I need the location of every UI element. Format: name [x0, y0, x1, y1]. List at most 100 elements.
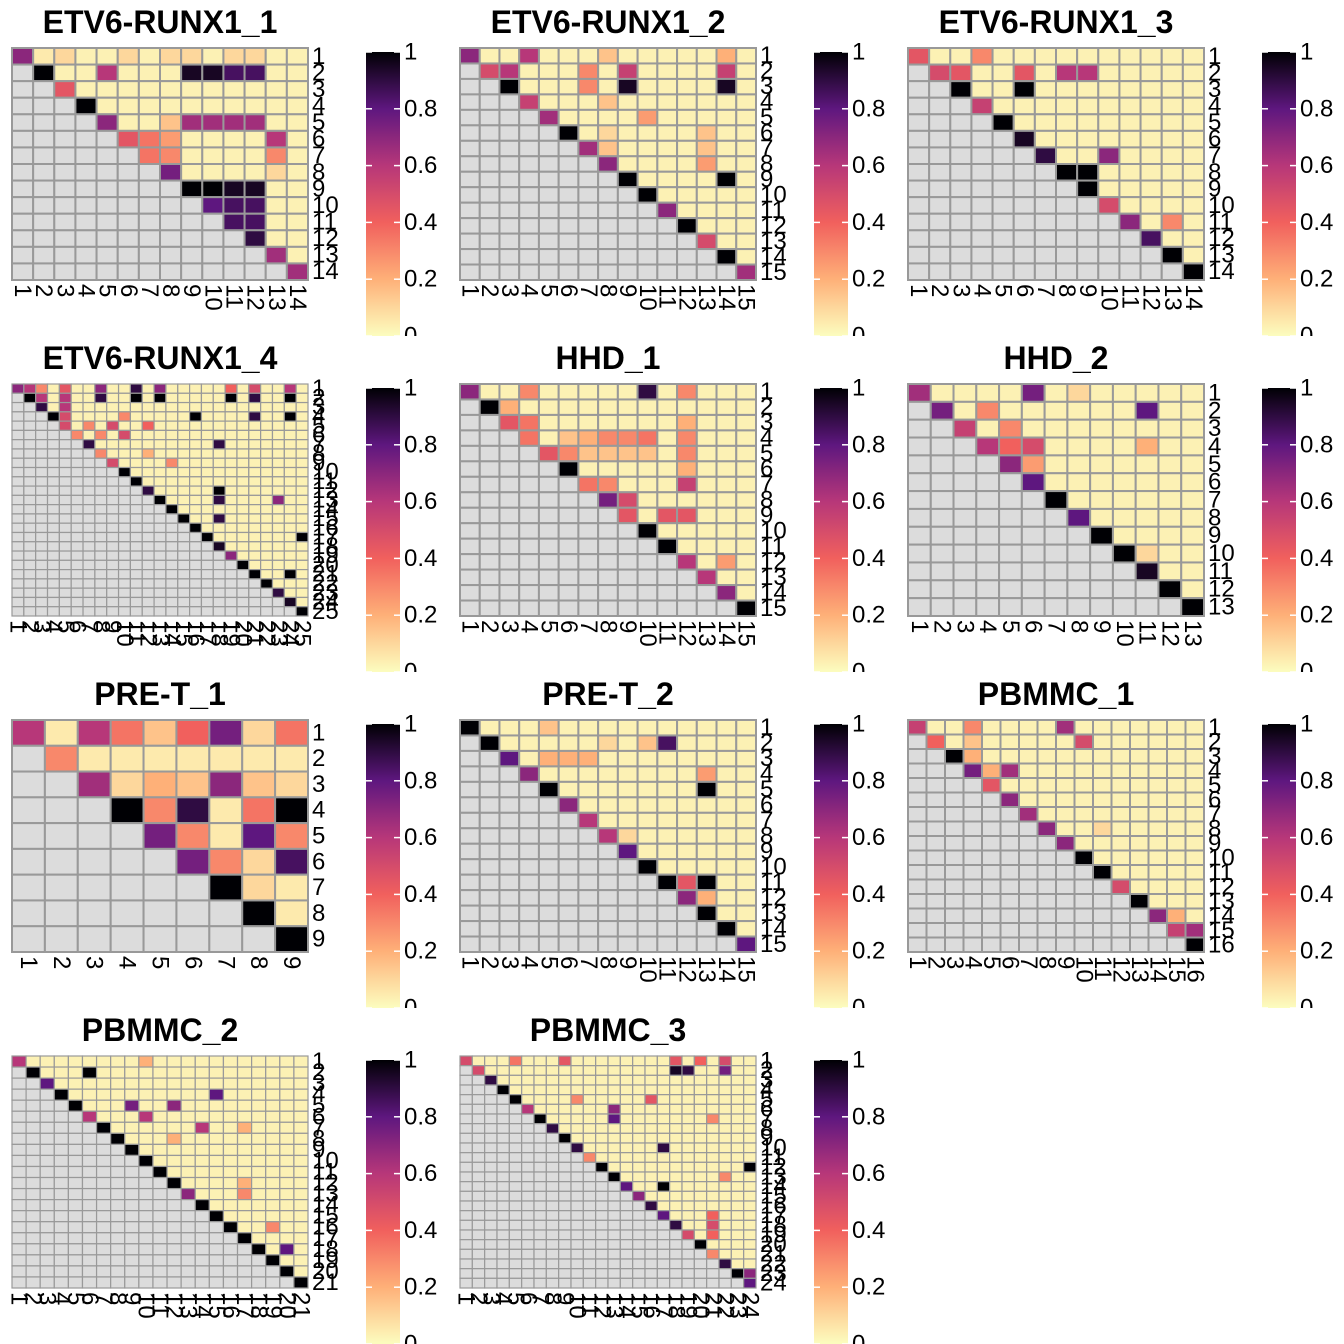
heatmap-cell	[1089, 525, 1114, 546]
heatmap-cell	[1018, 762, 1039, 779]
heatmap-cell	[212, 448, 226, 459]
heatmap-cell-empty	[597, 506, 619, 525]
row-tick-label: 2	[760, 730, 773, 757]
heatmap-cell	[695, 780, 718, 799]
col-tick-label: 13	[693, 620, 720, 647]
heatmap-cell	[260, 392, 274, 404]
heatmap-cell	[695, 904, 718, 923]
heatmap-cell-empty	[545, 1248, 560, 1260]
heatmap-cell	[1139, 129, 1163, 149]
heatmap-cell-empty	[106, 504, 120, 515]
heatmap-cell-empty	[907, 762, 928, 779]
heatmap-cell	[1166, 893, 1187, 910]
heatmap-cell	[695, 383, 718, 401]
row-tick-label: 4	[312, 797, 325, 824]
heatmap-cell	[632, 1074, 646, 1086]
heatmap-cell	[743, 1065, 757, 1076]
heatmap-cell	[1066, 418, 1092, 439]
heatmap-cell	[1066, 383, 1092, 403]
row-tick-label: 20	[760, 1231, 787, 1258]
heatmap-cell-empty	[11, 212, 35, 232]
row-tick-label: 10	[1208, 192, 1235, 219]
heatmap-cell-empty	[11, 559, 25, 571]
row-tick-label: 18	[312, 1236, 339, 1263]
heatmap-cell-empty	[693, 1258, 708, 1270]
heatmap-cell-empty	[907, 400, 932, 421]
colorbar-tick-label: 0.4	[1300, 881, 1333, 908]
heatmap-cell-empty	[558, 1248, 572, 1260]
heatmap-cell	[537, 749, 560, 768]
col-tick-label: 11	[1089, 956, 1116, 981]
heatmap-cell-empty	[53, 1132, 69, 1145]
heatmap-cell-empty	[570, 1190, 584, 1202]
heatmap-cell	[695, 491, 718, 509]
heatmap-cell-empty	[35, 457, 49, 469]
col-tick-label: 12	[673, 620, 700, 647]
heatmap-cell	[582, 1103, 597, 1115]
heatmap-cell-empty	[595, 1190, 609, 1202]
heatmap-cell	[283, 569, 297, 580]
heatmap-cell	[222, 1176, 239, 1190]
heatmap-cell	[1129, 820, 1150, 837]
heatmap-cell	[295, 513, 309, 524]
heatmap-cell	[208, 1077, 225, 1090]
heatmap-cell	[656, 1084, 671, 1096]
heatmap-cell-empty	[508, 1239, 523, 1250]
row-tick-label: 8	[312, 159, 325, 186]
heatmap-cell	[656, 1123, 671, 1134]
heatmap-cell-empty	[11, 1187, 27, 1201]
heatmap-cell-empty	[58, 569, 72, 580]
colorbar-tick-label: 0.6	[404, 488, 437, 515]
heatmap-cell-empty	[236, 596, 250, 608]
heatmap-cell	[153, 420, 167, 432]
heatmap-cell	[175, 770, 211, 799]
heatmap-cell-empty	[138, 1221, 154, 1234]
heatmap-cell	[484, 1055, 498, 1067]
heatmap-cell	[730, 1074, 745, 1086]
col-tick-label: 3	[81, 956, 108, 969]
col-tick-label: 3	[51, 284, 78, 297]
heatmap-cell	[1157, 490, 1183, 510]
heatmap-cell	[715, 553, 738, 571]
heatmap-cell	[577, 93, 600, 111]
heatmap-cell	[1129, 733, 1150, 750]
heatmap-cell	[743, 1268, 757, 1279]
heatmap-cell	[518, 93, 540, 111]
heatmap-cell-empty	[459, 170, 481, 189]
heatmap-cell	[248, 531, 262, 543]
heatmap-cell-empty	[681, 1258, 695, 1270]
heatmap-cell	[1110, 820, 1131, 837]
heatmap-cell	[706, 1239, 720, 1250]
heatmap-cell	[735, 155, 757, 173]
heatmap-cell-empty	[248, 587, 262, 599]
heatmap-cell-empty	[498, 765, 521, 783]
heatmap-cell-empty	[907, 748, 928, 765]
heatmap-cell-empty	[11, 80, 35, 99]
heatmap-cell-empty	[459, 186, 481, 204]
heatmap-cell-empty	[82, 448, 96, 459]
heatmap-cell-empty	[949, 96, 973, 116]
heatmap-cell-empty	[508, 1248, 523, 1260]
heatmap-cell	[153, 466, 167, 478]
heatmap-cell-empty	[533, 1200, 547, 1212]
heatmap-cell	[212, 494, 226, 506]
heatmap-cell-empty	[35, 429, 49, 441]
heatmap-cell	[743, 1055, 757, 1067]
heatmap-cell	[636, 383, 659, 401]
heatmap-cell-empty	[907, 864, 928, 881]
heatmap-cell	[1139, 63, 1163, 83]
heatmap-cell	[669, 1074, 683, 1086]
heatmap-cell-empty	[949, 212, 973, 232]
heatmap-cell-empty	[597, 522, 619, 540]
heatmap-cell-empty	[498, 858, 521, 876]
heatmap-cell	[53, 47, 77, 66]
heatmap-cell	[636, 491, 659, 509]
heatmap-cell	[260, 559, 274, 571]
heatmap-cell-empty	[496, 1239, 510, 1250]
heatmap-cell	[607, 1055, 621, 1067]
heatmap-cell	[222, 1132, 239, 1145]
heatmap-cell-empty	[1111, 579, 1137, 600]
heatmap-cell	[735, 842, 757, 861]
heatmap-cell-empty	[521, 1171, 535, 1183]
heatmap-cell	[521, 1065, 535, 1076]
